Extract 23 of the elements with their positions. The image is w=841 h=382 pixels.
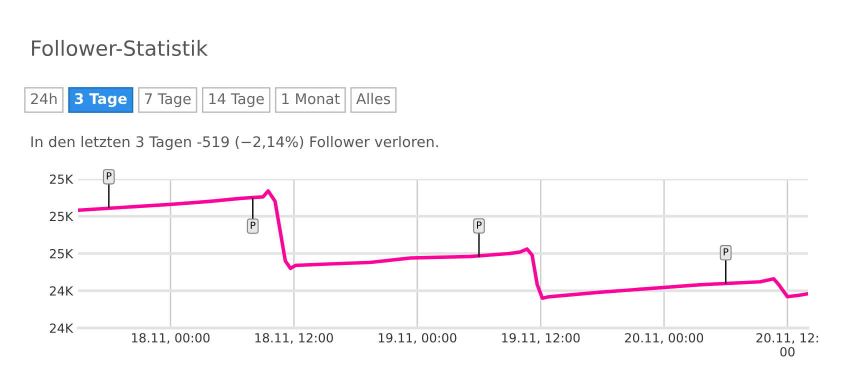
text: 14 Tage: [209, 93, 264, 108]
y-tick-label: 25K: [50, 248, 74, 258]
x-tick-label: 19.11, 12:00: [502, 333, 580, 344]
annotation: P: [106, 172, 112, 180]
x-tick-label: 20.11, 12: 00: [756, 333, 818, 357]
text: 7 Tage: [145, 93, 191, 108]
x-tick-label: 18.11, 12:00: [255, 333, 333, 344]
annotation: P: [477, 222, 482, 229]
annotation: P: [250, 222, 256, 229]
y-tick-label: 25K: [50, 212, 74, 222]
y-tick-label: 24K: [50, 323, 74, 333]
x-tick-label: 20.11, 00:00: [625, 333, 704, 344]
chart-subtitle: In den letzten 3 Tagen -519 (−2,14%) Follower verloren.: [31, 136, 438, 150]
x-tick-label: 19.11, 00:00: [378, 333, 456, 344]
text: 24h: [31, 92, 57, 104]
text: 1 Monat: [282, 93, 340, 104]
y-tick-label: 25K: [50, 174, 74, 184]
chart-title: Follower-Statistik: [32, 40, 208, 56]
y-tick-label: 24K: [50, 286, 74, 296]
x-tick-label: 18.11, 00:00: [132, 333, 210, 344]
text: 3 Tage: [74, 93, 127, 108]
text: Alles: [356, 92, 390, 104]
annotation: P: [724, 248, 728, 256]
